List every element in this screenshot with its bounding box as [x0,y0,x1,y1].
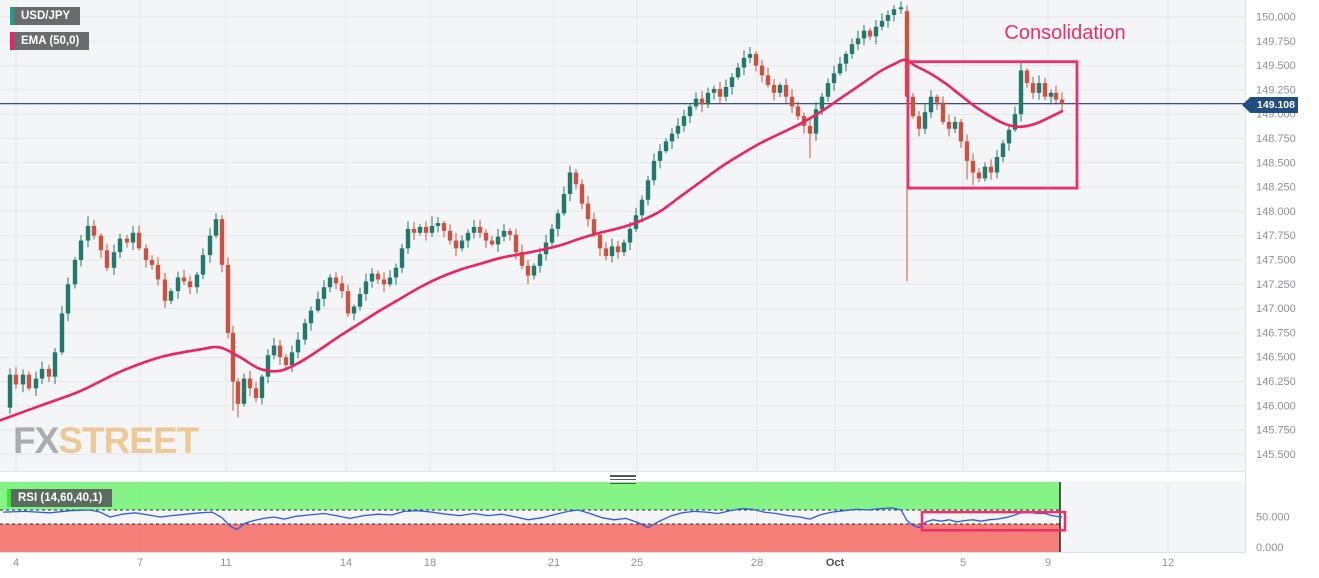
price-tick-label: 147.000 [1256,303,1296,315]
price-tick-label: 146.750 [1256,327,1296,339]
legend-ema-badge[interactable]: EMA (50,0) [10,32,90,50]
price-tick-label: 149.750 [1256,36,1296,48]
time-tick-label: 14 [340,557,352,569]
time-tick-label: 11 [220,557,231,569]
price-tick-label: 147.250 [1256,279,1296,291]
time-tick-label: Oct [826,557,845,569]
time-tick-label: 21 [548,557,560,569]
legend-rsi-badge[interactable]: RSI (14,60,40,1) [7,489,113,507]
watermark-fx: FX [13,420,59,461]
price-tick-label: 145.750 [1256,425,1296,437]
price-tick-label: 146.000 [1256,400,1296,412]
ema-accent-bar [10,32,14,50]
last-price-badge: 149.108 [1242,97,1298,113]
price-tick-label: 147.500 [1256,255,1296,267]
time-tick-label: 12 [1162,557,1174,569]
grip-line [610,475,636,477]
price-axis[interactable]: 150.000149.750149.500149.250149.000148.7… [1256,12,1296,461]
rsi-tick-label: 50.000 [1256,512,1290,524]
price-tick-label: 148.750 [1256,133,1296,145]
legend-symbol-badge[interactable]: USD/JPY [10,7,81,25]
price-tick-label: 149.500 [1256,60,1296,72]
time-tick-label: 25 [631,557,643,569]
symbol-accent-bar [10,7,14,25]
price-tick-label: 149.250 [1256,84,1296,96]
rsi-label: RSI (14,60,40,1) [11,489,113,507]
price-tick-label: 146.500 [1256,352,1296,364]
price-tick-label: 150.000 [1256,12,1296,24]
price-tick-label: 148.500 [1256,157,1296,169]
ema-50-line [0,58,1064,422]
time-tick-label: 9 [1045,557,1051,569]
grip-line [610,482,636,484]
time-axis[interactable]: 4 7 11 14 18 21 25 28 Oct 5 9 12 [13,557,1174,569]
watermark-street: STREET [58,420,199,461]
time-tick-label: 28 [751,557,763,569]
rsi-line [2,507,1063,531]
rsi-annotation-box[interactable] [920,510,1067,532]
price-tick-label: 148.250 [1256,182,1296,194]
price-tick-label: 147.750 [1256,230,1296,242]
symbol-label: USD/JPY [14,7,81,25]
rsi-axis[interactable]: 50.000 0.000 [1256,512,1290,555]
price-tick-label: 145.500 [1256,449,1296,461]
time-tick-label: 18 [424,557,436,569]
time-tick-label: 7 [137,557,143,569]
time-tick-label: 4 [13,557,19,569]
rsi-oversold-band [0,524,1060,552]
price-tick-label: 148.000 [1256,206,1296,218]
fxstreet-watermark: FXSTREET [13,420,199,462]
grip-line [610,478,636,481]
consolidation-annotation-box[interactable] [906,60,1079,190]
rsi-accent-bar [7,489,11,507]
consolidation-annotation-label[interactable]: Consolidation [1004,22,1126,44]
rsi-overbought-band [0,482,1060,510]
ema-label: EMA (50,0) [14,32,90,50]
candlesticks [7,1,1065,418]
time-tick-label: 5 [960,557,966,569]
rsi-tick-label: 0.000 [1256,542,1284,554]
pane-resize-handle[interactable] [610,474,636,485]
price-tick-label: 146.250 [1256,376,1296,388]
